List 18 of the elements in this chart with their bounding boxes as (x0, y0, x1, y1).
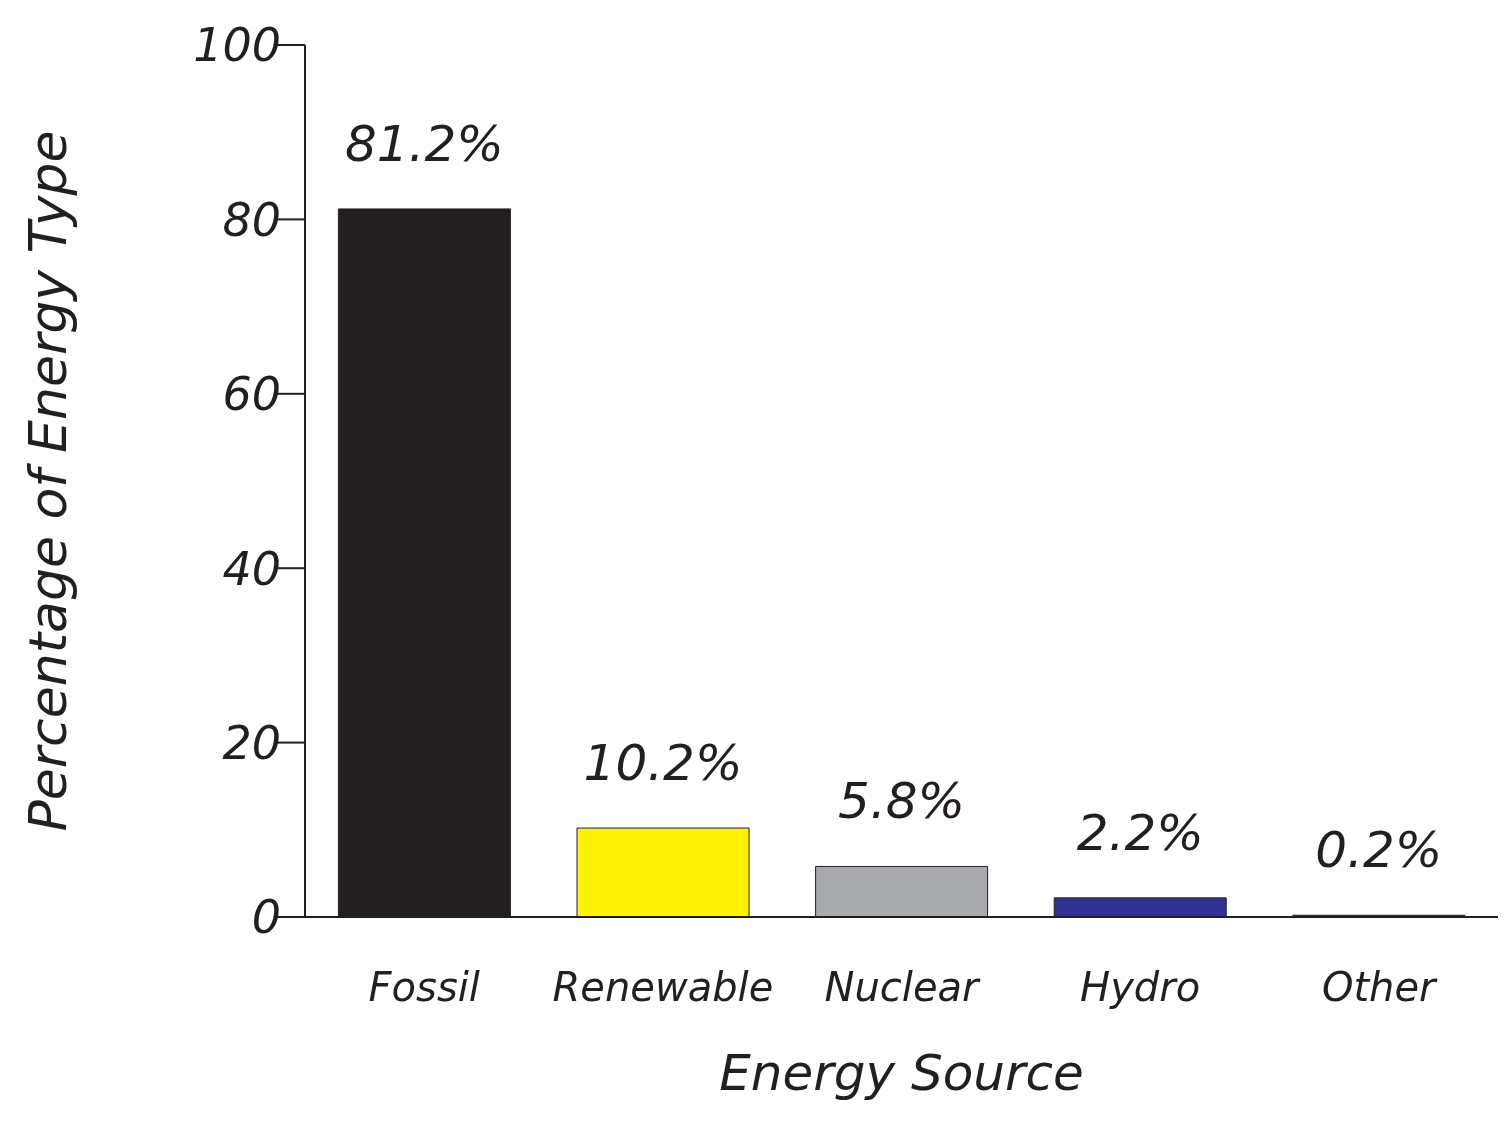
y-axis-title: Percentage of Energy Type (18, 130, 79, 832)
y-tick-label: 80 (222, 192, 281, 247)
data-label: 5.8% (838, 772, 966, 831)
x-axis-title: Energy Source (719, 1044, 1084, 1102)
x-tick-label: Nuclear (824, 964, 982, 1011)
y-tick-label: 0 (251, 890, 281, 945)
x-tick-label: Hydro (1080, 964, 1201, 1011)
x-tick-label: Renewable (552, 964, 774, 1011)
x-tick-label: Other (1321, 964, 1439, 1011)
y-tick-label: 40 (222, 541, 281, 596)
data-label: 2.2% (1076, 803, 1204, 862)
data-label: 10.2% (583, 734, 743, 793)
y-tick-label: 20 (222, 715, 281, 770)
y-tick-label: 100 (193, 18, 281, 73)
data-label: 0.2% (1315, 821, 1443, 880)
data-label: 81.2% (344, 114, 504, 173)
y-tick-label: 60 (222, 367, 281, 422)
x-tick-label: Fossil (368, 964, 480, 1011)
